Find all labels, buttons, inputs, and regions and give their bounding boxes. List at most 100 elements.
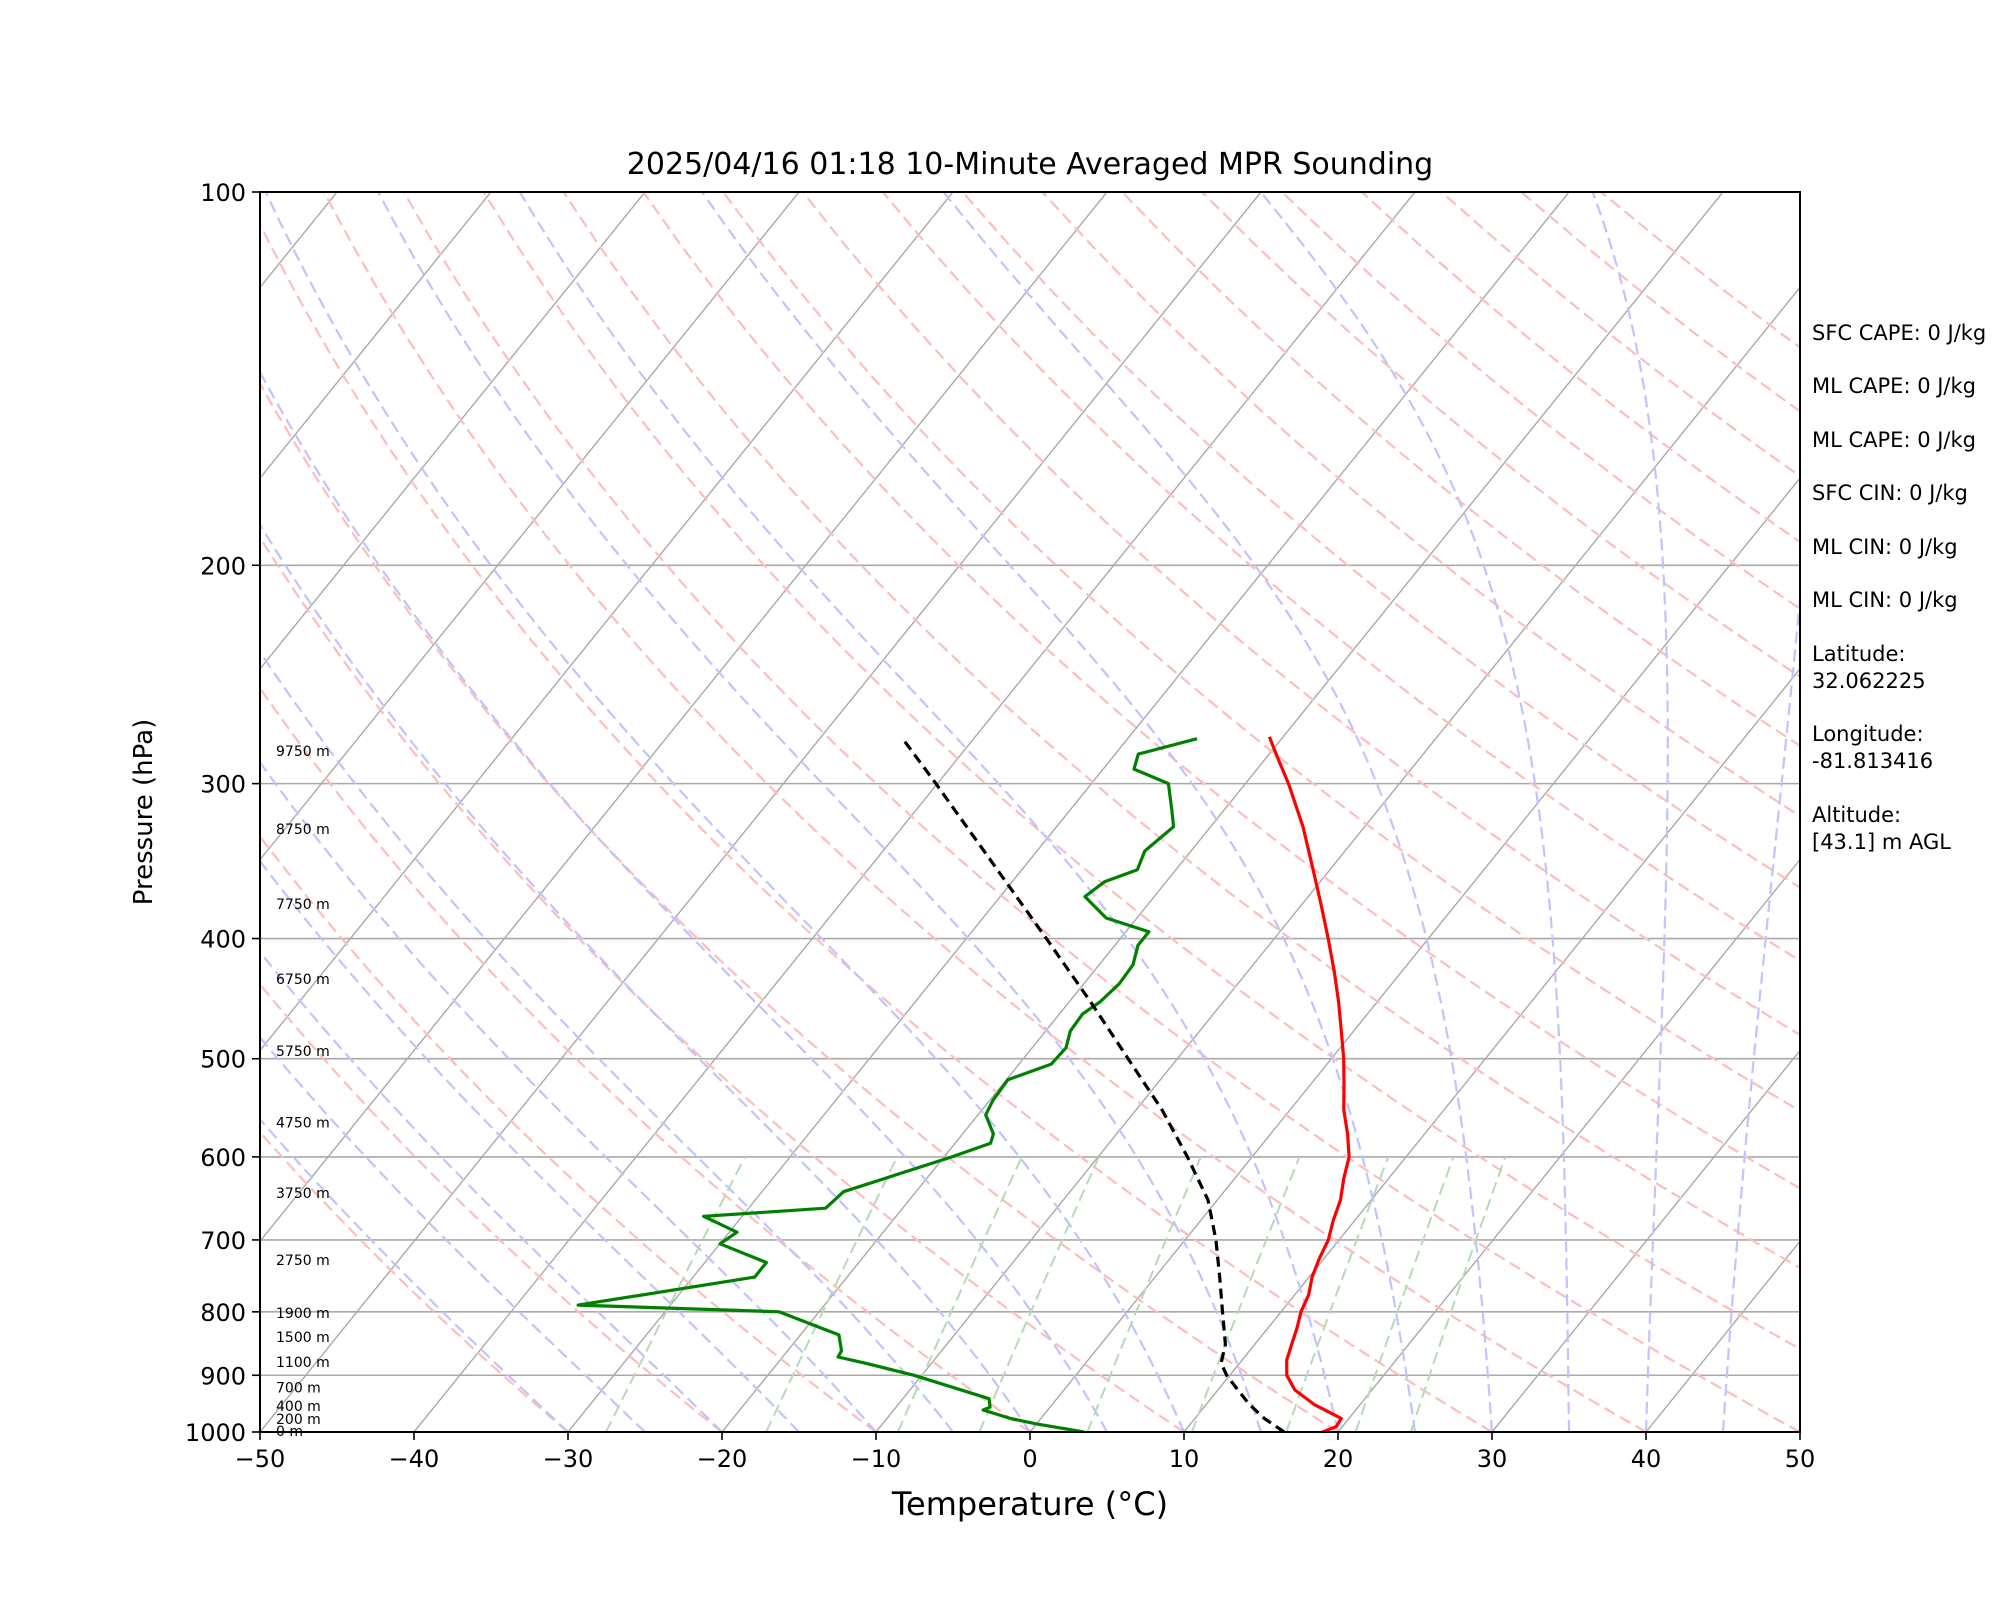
x-tick-label: 10 [1169, 1445, 1200, 1473]
info-altitude-value: [43.1] m AGL [1812, 830, 1951, 854]
y-axis-label: Pressure (hPa) [129, 719, 159, 906]
isotherm-line [260, 192, 800, 861]
isotherm-line [1183, 667, 1800, 1432]
dry-adiabat-line [562, 192, 1800, 1269]
mixing-ratio-line [765, 1156, 898, 1432]
isotherm-line [260, 192, 646, 671]
isotherm-line [260, 192, 338, 289]
height-label: 2750 m [276, 1253, 330, 1269]
isotherm-line [260, 192, 1262, 1432]
height-label: 8750 m [276, 822, 330, 838]
x-tick-label: 20 [1323, 1445, 1354, 1473]
moist-adiabat-line [1591, 192, 1669, 1432]
mixing-ratio-line [1086, 1156, 1202, 1432]
sounding-info-panel: SFC CAPE: 0 J/kg ML CAPE: 0 J/kg ML CAPE… [1812, 321, 1986, 854]
y-tick-label: 100 [200, 179, 246, 207]
moist-adiabat-line [260, 1035, 646, 1432]
x-tick-label: 30 [1477, 1445, 1508, 1473]
chart-title: 2025/04/16 01:18 10-Minute Averaged MPR … [627, 147, 1433, 182]
dry-adiabat-line [260, 686, 1031, 1432]
dry-adiabat-line [260, 834, 877, 1432]
moist-adiabat-line [260, 760, 877, 1432]
moist-adiabat-line [260, 522, 1031, 1432]
background-lines [0, 192, 1800, 1432]
dewpoint-line [576, 737, 1198, 1432]
mixing-ratio-line [605, 1156, 746, 1432]
axes: −50 −40 −30 −20 −10 0 10 20 30 40 50 100 200 300 400 50… [185, 179, 1815, 1473]
x-tick-label: 50 [1785, 1445, 1816, 1473]
isotherm-line [1337, 858, 1800, 1432]
isotherm-line [260, 192, 492, 480]
y-tick-label: 1000 [185, 1419, 246, 1447]
y-tick-label: 700 [200, 1227, 246, 1255]
dry-adiabat-line [260, 535, 1185, 1432]
dry-adiabat-line [1041, 192, 1800, 818]
info-ml-cin-2: ML CIN: 0 J/kg [1812, 588, 1958, 612]
height-label: 200 m [276, 1412, 321, 1428]
height-label: 700 m [276, 1380, 321, 1396]
x-axis-label: Temperature (°C) [891, 1485, 1168, 1523]
dry-adiabat-line [482, 192, 1800, 1351]
isotherm-line [567, 192, 1570, 1432]
isotherm-line [875, 286, 1800, 1432]
moist-adiabat-line [1721, 588, 1800, 1432]
moist-adiabat-line [1259, 192, 1571, 1432]
isotherm-line [1029, 477, 1800, 1432]
isotherm-line [1491, 1049, 1800, 1432]
moist-adiabat-line [260, 950, 723, 1432]
moist-adiabat-line [518, 192, 1340, 1432]
dry-adiabat-line [1121, 192, 1800, 748]
dry-adiabat-line [260, 1130, 569, 1432]
x-tick-label: 40 [1631, 1445, 1662, 1473]
dry-adiabat-line [260, 221, 1493, 1432]
parcel-line [900, 735, 1286, 1432]
height-label: 0 m [276, 1424, 303, 1440]
mixing-ratio-line [978, 1156, 1100, 1432]
mixing-ratio-line [896, 1156, 1023, 1432]
y-tick-label: 400 [200, 926, 246, 954]
x-tick-label: −10 [851, 1445, 902, 1473]
info-latitude-label: Latitude: [1812, 642, 1906, 666]
x-tick-label: −30 [543, 1445, 594, 1473]
info-latitude-value: 32.062225 [1812, 669, 1926, 693]
height-label: 4750 m [276, 1116, 330, 1132]
mixing-ratio-line [1409, 1156, 1507, 1432]
dry-adiabat-line [961, 192, 1800, 889]
mixing-ratio-line [1190, 1156, 1301, 1432]
isotherm-line [0, 192, 29, 1432]
isotherm-line [260, 192, 954, 1052]
y-tick-label: 600 [200, 1144, 246, 1172]
y-tick-label: 800 [200, 1299, 246, 1327]
plot-frame [259, 191, 1801, 1433]
height-label: 400 m [276, 1399, 321, 1415]
y-tick-label: 200 [200, 552, 246, 580]
height-label: 1100 m [276, 1355, 330, 1371]
info-longitude-value: -81.813416 [1812, 749, 1933, 773]
info-sfc-cin: SFC CIN: 0 J/kg [1812, 481, 1968, 505]
dry-adiabat-line [402, 192, 1800, 1432]
dry-adiabat-line [260, 381, 1339, 1432]
info-altitude-label: Altitude: [1812, 803, 1901, 827]
info-ml-cin: ML CIN: 0 J/kg [1812, 535, 1958, 559]
height-label: 1500 m [276, 1330, 330, 1346]
info-ml-cape-2: ML CAPE: 0 J/kg [1812, 428, 1976, 452]
x-tick-label: 0 [1022, 1445, 1037, 1473]
info-ml-cape: ML CAPE: 0 J/kg [1812, 374, 1976, 398]
dry-adiabat-line [260, 982, 723, 1432]
dry-adiabat-line [323, 192, 1647, 1432]
dry-adiabat-line [642, 192, 1800, 1190]
moist-adiabat-line [260, 369, 1108, 1432]
moist-adiabat-line [260, 1117, 569, 1432]
height-label: 5750 m [276, 1044, 330, 1060]
mixing-ratio-line [1354, 1156, 1455, 1432]
moist-adiabat-line [377, 192, 1263, 1432]
height-label: 7750 m [276, 897, 330, 913]
x-tick-label: −50 [235, 1445, 286, 1473]
height-label: 9750 m [276, 744, 330, 760]
info-longitude-label: Longitude: [1812, 722, 1924, 746]
x-tick-label: −40 [389, 1445, 440, 1473]
height-label: 3750 m [276, 1186, 330, 1202]
dry-adiabat-line [802, 192, 1800, 1037]
isotherm-line [260, 192, 1108, 1243]
